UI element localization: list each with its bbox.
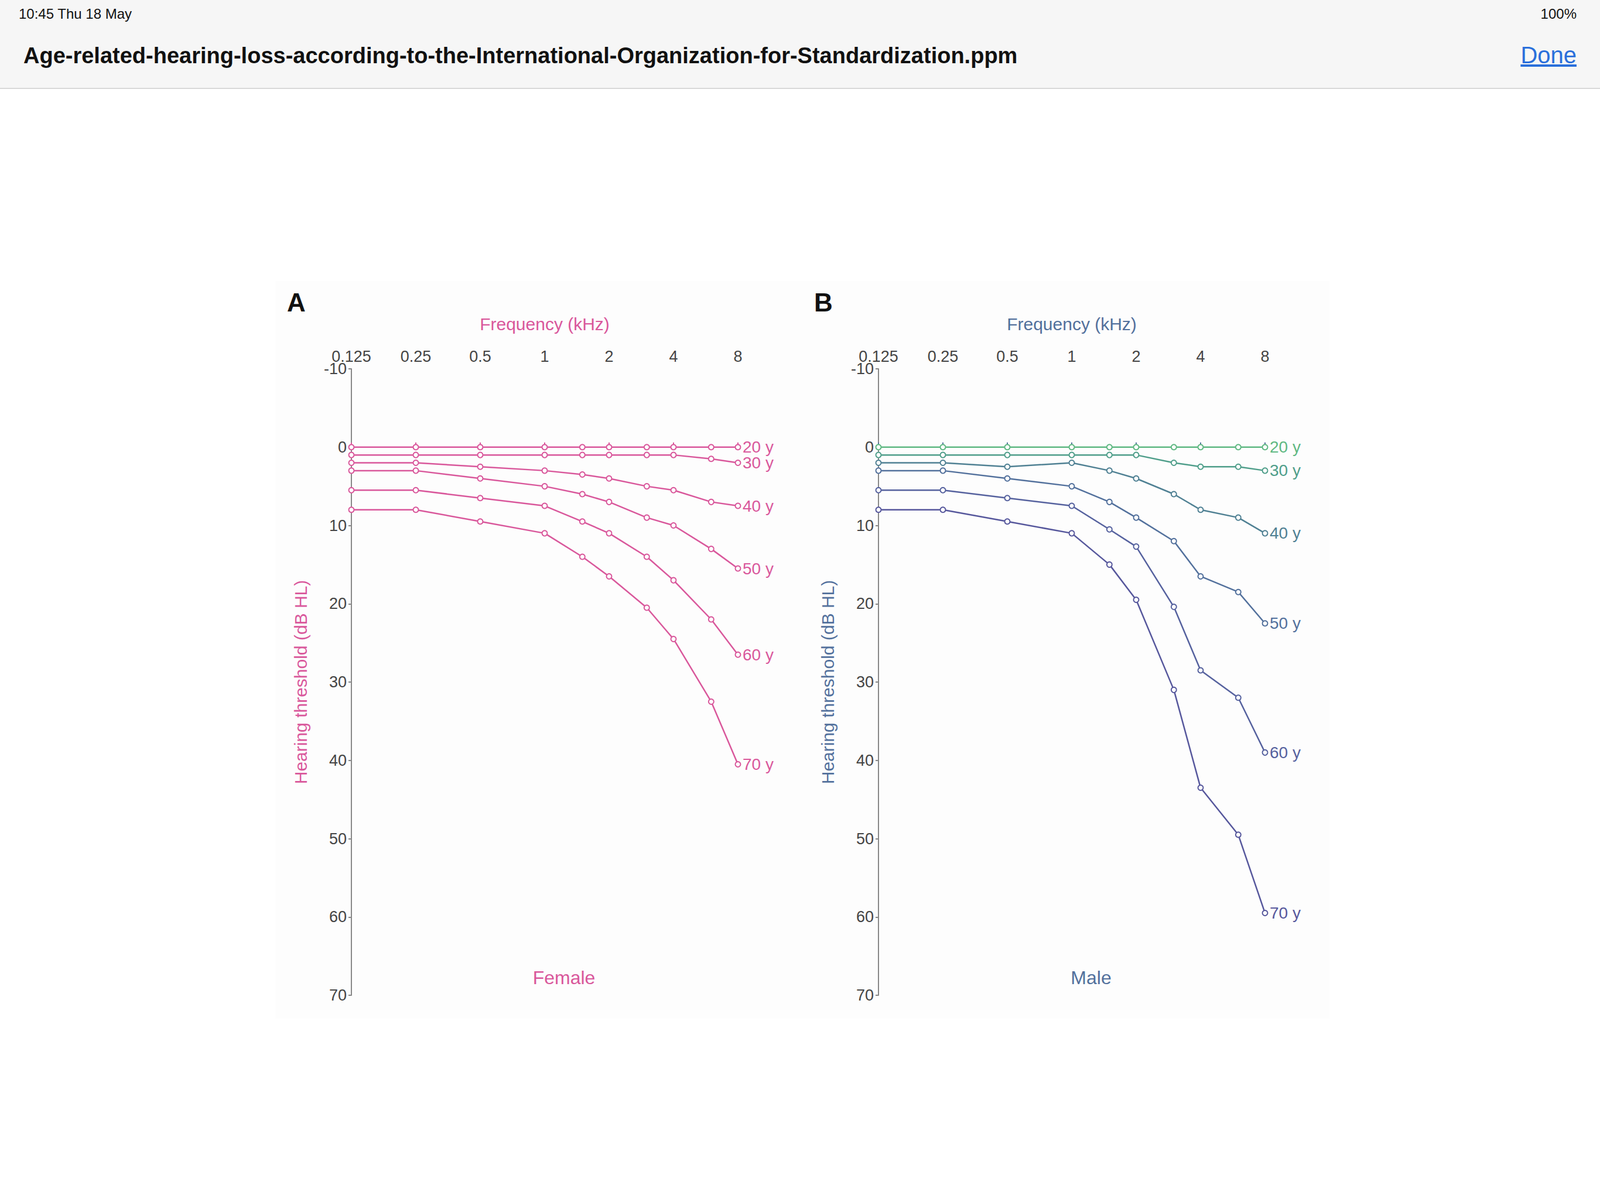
svg-text:Female: Female (532, 967, 596, 989)
svg-text:8: 8 (1260, 347, 1270, 366)
svg-text:2: 2 (604, 347, 614, 366)
svg-text:10: 10 (329, 517, 347, 535)
html-text:Age-related-hearing-loss-accor: Age-related-hearing-loss-according-to-th… (23, 43, 1018, 68)
svg-text:50 y: 50 y (742, 559, 774, 579)
svg-text:70 y: 70 y (1269, 904, 1301, 923)
svg-text:Frequency (kHz): Frequency (kHz) (479, 314, 610, 334)
svg-text:70: 70 (329, 986, 347, 1005)
svg-text:50: 50 (329, 830, 347, 849)
svg-text:60 y: 60 y (1269, 743, 1301, 762)
svg-text:Hearing threshold (dB HL): Hearing threshold (dB HL) (818, 580, 838, 785)
svg-text:30: 30 (856, 673, 874, 692)
svg-text:1: 1 (1067, 347, 1076, 366)
svg-text:B: B (814, 288, 833, 317)
svg-text:4: 4 (1195, 347, 1205, 366)
svg-text:0: 0 (337, 438, 347, 457)
svg-text:0: 0 (865, 438, 874, 457)
html-text:Done: Done (1520, 42, 1577, 68)
svg-text:20: 20 (329, 595, 347, 613)
svg-text:70 y: 70 y (742, 755, 774, 774)
svg-text:Frequency (kHz): Frequency (kHz) (1006, 314, 1137, 334)
svg-text:10: 10 (856, 517, 874, 535)
svg-text:-10: -10 (323, 360, 347, 378)
svg-text:0.5: 0.5 (996, 347, 1019, 366)
svg-text:60: 60 (856, 908, 874, 926)
svg-text:4: 4 (668, 347, 678, 366)
svg-text:20 y: 20 y (1269, 438, 1301, 457)
svg-text:40: 40 (329, 751, 347, 770)
svg-text:0.125: 0.125 (858, 347, 899, 366)
svg-text:0.25: 0.25 (927, 347, 959, 366)
svg-text:50: 50 (856, 830, 874, 849)
svg-text:20 y: 20 y (742, 438, 774, 457)
svg-text:8: 8 (733, 347, 743, 366)
svg-text:40 y: 40 y (1269, 524, 1301, 543)
svg-text:50 y: 50 y (1269, 614, 1301, 633)
svg-text:Male: Male (1070, 967, 1111, 989)
html-text:100%: 100% (1540, 5, 1577, 22)
svg-text:1: 1 (539, 347, 549, 366)
svg-text:40: 40 (856, 751, 874, 770)
svg-text:0.125: 0.125 (331, 347, 372, 366)
svg-text:Hearing threshold (dB HL): Hearing threshold (dB HL) (291, 580, 311, 785)
svg-text:30 y: 30 y (742, 453, 774, 473)
svg-text:70: 70 (856, 986, 874, 1005)
html-text:10:45 Thu 18 May: 10:45 Thu 18 May (18, 5, 132, 22)
svg-text:0.5: 0.5 (469, 347, 492, 366)
svg-text:A: A (286, 288, 306, 317)
svg-text:30: 30 (329, 673, 347, 692)
svg-text:-10: -10 (850, 360, 874, 378)
svg-text:60: 60 (329, 908, 347, 926)
svg-text:30 y: 30 y (1269, 461, 1301, 480)
svg-text:0.25: 0.25 (400, 347, 432, 366)
svg-text:2: 2 (1131, 347, 1141, 366)
svg-text:20: 20 (856, 595, 874, 613)
svg-text:60 y: 60 y (742, 645, 774, 665)
svg-text:40 y: 40 y (742, 497, 774, 516)
